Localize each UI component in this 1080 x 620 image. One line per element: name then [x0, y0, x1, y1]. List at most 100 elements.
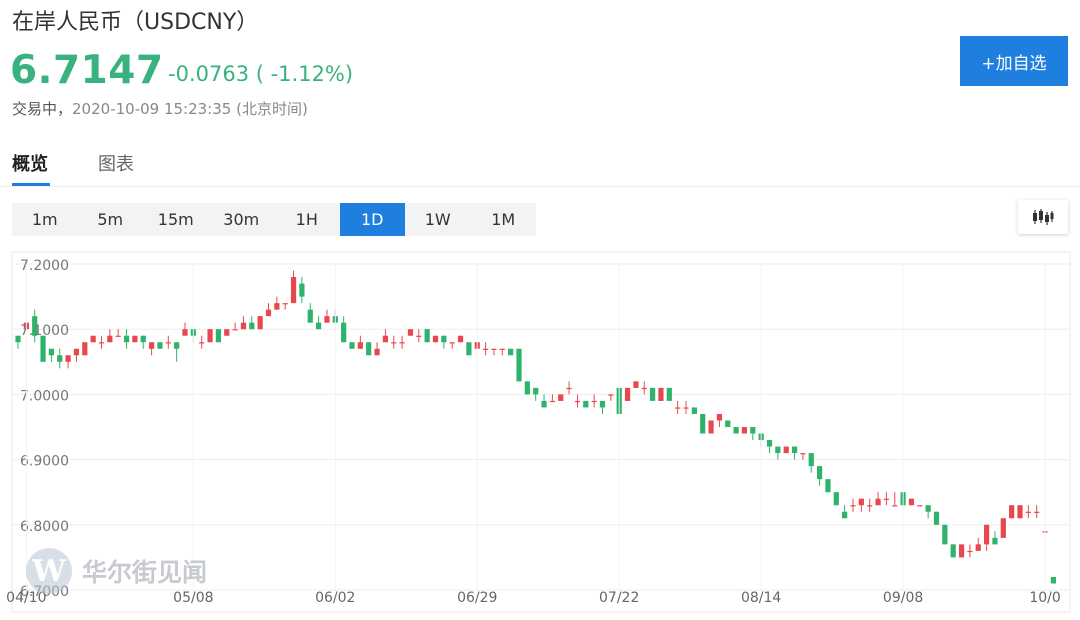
candle [666, 387, 672, 401]
candle [508, 348, 514, 356]
period-5m[interactable]: 5m [97, 210, 124, 229]
candle [140, 335, 146, 349]
candle [599, 400, 606, 414]
status-timestamp: 2020-10-09 15:23:35 (北京时间) [72, 100, 308, 118]
y-tick-label: 7.0000 [20, 388, 69, 404]
watermark: W 华尔街见闻 [26, 548, 207, 594]
chart-type-button[interactable] [1018, 200, 1068, 234]
candle [491, 348, 497, 356]
candle [691, 407, 697, 414]
candle [933, 511, 940, 525]
candle [65, 355, 71, 369]
candle [232, 322, 238, 331]
candle [549, 394, 555, 403]
candle [182, 322, 188, 336]
candle [608, 394, 614, 401]
candle [1025, 505, 1031, 519]
candle [942, 524, 948, 545]
candle [132, 335, 138, 343]
candle [1050, 576, 1056, 584]
candle [366, 342, 372, 356]
candle [98, 335, 105, 349]
candle [516, 348, 522, 382]
candle [883, 492, 889, 506]
candle [741, 427, 748, 434]
add-watchlist-button[interactable]: +加自选 [960, 36, 1068, 86]
candle [73, 348, 80, 362]
x-tick-label: 09/08 [883, 590, 923, 606]
page-title: 在岸人民币（USDCNY） [12, 10, 259, 35]
tab-active-underline [12, 183, 50, 186]
candle [917, 505, 923, 507]
tab-chart[interactable]: 图表 [98, 154, 134, 175]
candle [357, 335, 363, 349]
y-tick-label: 6.8000 [20, 519, 69, 535]
y-tick-label: 6.9000 [20, 454, 69, 470]
candle [875, 492, 881, 506]
period-1h[interactable]: 1H [295, 210, 318, 229]
candle [833, 492, 839, 506]
candle [766, 440, 773, 454]
candle [316, 316, 322, 330]
candle [466, 342, 472, 356]
candle [541, 394, 547, 408]
candle [174, 342, 180, 362]
candle [958, 544, 965, 558]
period-30m[interactable]: 30m [223, 210, 260, 229]
candle [950, 544, 956, 558]
candle [524, 381, 530, 395]
current-price: 6.7147 [10, 48, 164, 93]
candle [57, 348, 63, 369]
candle [984, 524, 990, 551]
candle [240, 316, 247, 330]
candlestick-icon [1033, 209, 1054, 225]
candle [700, 413, 706, 434]
candle [282, 303, 288, 310]
candle [716, 413, 722, 427]
candle [1034, 505, 1040, 519]
candle [533, 387, 539, 401]
candle [90, 335, 96, 343]
candle [992, 531, 998, 545]
candle [349, 342, 355, 349]
candle [391, 335, 397, 349]
chart-frame [11, 251, 1071, 613]
period-1d[interactable]: 1D [339, 203, 405, 236]
candle [483, 342, 489, 356]
candle [850, 498, 856, 512]
period-15m[interactable]: 15m [157, 210, 194, 229]
candle [441, 335, 447, 349]
price-change: -0.0763 ( -1.12%) [168, 62, 354, 86]
x-tick-label: 04/10 [6, 590, 46, 606]
candle [123, 329, 130, 349]
candle [675, 400, 681, 414]
candle [157, 342, 163, 349]
candle [725, 420, 731, 427]
x-tick-label: 08/14 [741, 590, 781, 606]
y-tick-label: 7.2000 [20, 258, 69, 274]
candle [107, 329, 113, 343]
y-tick-label: 7.1000 [20, 323, 69, 339]
candle [825, 479, 831, 493]
candle [783, 446, 789, 454]
candle [382, 329, 388, 343]
candle [583, 400, 589, 408]
candle [800, 453, 806, 460]
candle [457, 335, 464, 343]
candle [299, 277, 305, 304]
candle [574, 394, 581, 408]
candle [249, 316, 255, 330]
candle [858, 498, 864, 512]
tab-overview[interactable]: 概览 [12, 154, 48, 175]
candle [1017, 505, 1023, 519]
tab-divider [0, 186, 1080, 187]
period-1m[interactable]: 1m [31, 210, 58, 229]
candle [257, 316, 263, 330]
period-1w[interactable]: 1W [424, 210, 451, 229]
candle [341, 316, 347, 343]
candle [40, 335, 46, 362]
candle [307, 303, 313, 323]
period-1mo[interactable]: 1M [491, 210, 516, 229]
candle [558, 394, 564, 401]
